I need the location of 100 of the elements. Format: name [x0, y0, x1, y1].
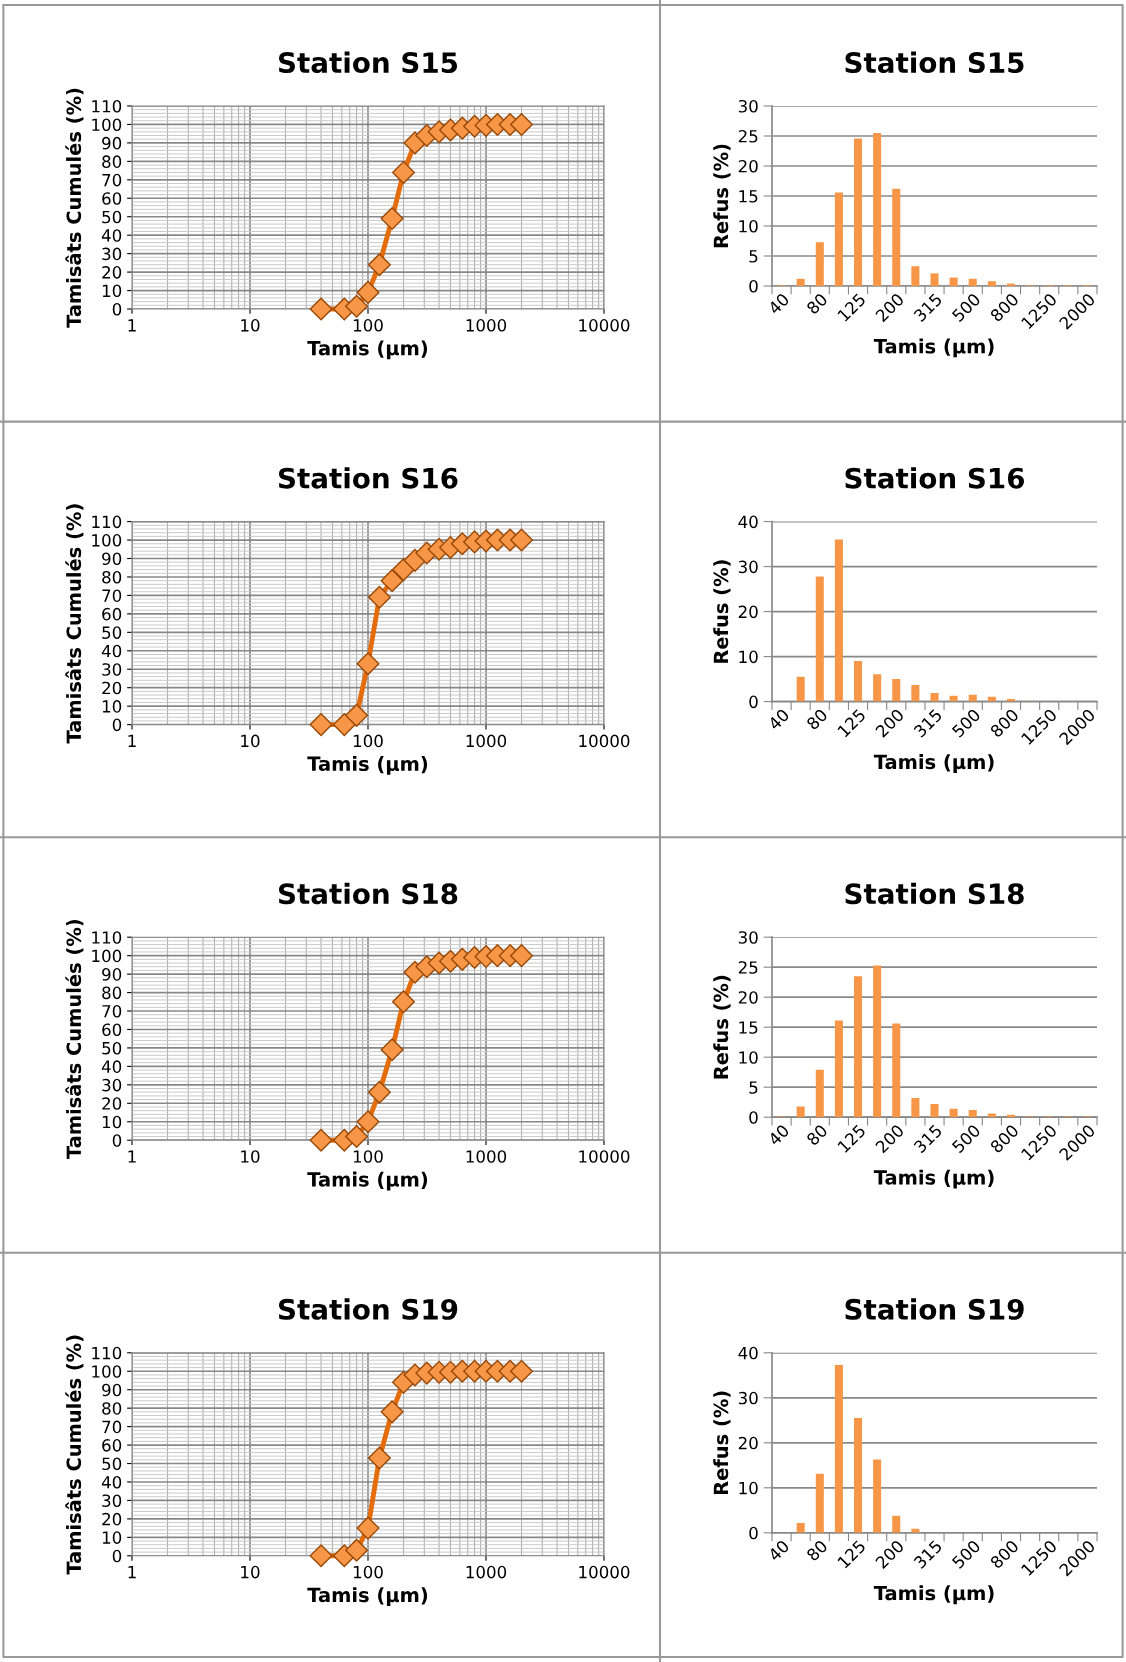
- x-tick-label: 200: [874, 292, 905, 323]
- y-tick-label: 30: [102, 247, 122, 261]
- y-axis-title: Refus (%): [713, 560, 731, 663]
- y-tick-label: 30: [102, 663, 122, 676]
- y-tick-label: 100: [92, 1365, 122, 1378]
- y-tick-label: 10: [739, 650, 758, 664]
- x-axis-title: Tamis (µm): [307, 756, 428, 775]
- y-tick-label: 110: [92, 99, 122, 113]
- y-tick-label: 10: [739, 1481, 758, 1495]
- bar: [873, 965, 882, 1118]
- y-tick-label: 5: [749, 250, 758, 263]
- bar: [949, 1108, 958, 1118]
- y-axis-title: Tamisâts Cumulés (%): [65, 1335, 84, 1575]
- bar: [854, 1418, 863, 1533]
- bar: [911, 266, 920, 286]
- x-tick-label: 1: [128, 1150, 136, 1163]
- x-tick-label: 800: [989, 708, 1020, 738]
- y-tick-label: 20: [102, 1512, 122, 1526]
- bar: [796, 1522, 805, 1533]
- y-tick-label: 30: [738, 931, 758, 944]
- x-tick-label: 315: [913, 1123, 943, 1154]
- bar: [911, 684, 920, 702]
- y-tick-label: 70: [102, 1420, 122, 1434]
- x-tick-label: 125: [837, 292, 867, 322]
- y-tick-label: 30: [738, 560, 758, 574]
- x-tick-label: 125: [837, 708, 867, 738]
- y-tick-label: 0: [112, 1549, 122, 1563]
- y-tick-label: 30: [102, 1494, 122, 1508]
- x-tick-label: 10: [241, 319, 260, 332]
- x-tick-label: 500: [951, 292, 982, 323]
- bar: [854, 661, 863, 702]
- y-tick-label: 100: [92, 949, 122, 963]
- y-tick-label: 25: [738, 129, 758, 143]
- x-axis-title: Tamis (µm): [873, 754, 994, 773]
- x-tick-label: 125: [837, 1539, 867, 1569]
- x-tick-label: 200: [874, 1123, 905, 1154]
- y-tick-label: 30: [738, 99, 758, 113]
- bar: [834, 539, 843, 702]
- x-tick-label: 10: [241, 1150, 260, 1163]
- bar: [815, 1473, 824, 1533]
- chart-title: Station S18: [278, 882, 458, 905]
- x-tick-label: 800: [989, 292, 1020, 323]
- y-tick-label: 80: [102, 155, 122, 168]
- y-tick-label: 0: [749, 695, 758, 709]
- x-tick-label: 1000: [466, 1150, 507, 1163]
- y-tick-label: 60: [102, 1023, 122, 1037]
- x-tick-label: 10000: [579, 1150, 630, 1163]
- bar: [892, 679, 901, 702]
- bar: [796, 676, 805, 702]
- bar: [834, 1364, 843, 1533]
- x-axis-title: Tamis (µm): [873, 1169, 994, 1189]
- x-axis-title: Tamis (µm): [873, 338, 994, 358]
- y-tick-label: 20: [738, 159, 758, 173]
- y-tick-label: 90: [102, 136, 122, 150]
- x-tick-label: 1000: [466, 1565, 507, 1579]
- y-tick-label: 50: [102, 1041, 122, 1055]
- x-axis-title: Tamis (µm): [307, 1587, 428, 1607]
- y-tick-label: 110: [92, 515, 122, 529]
- bar: [949, 277, 958, 286]
- bar: [930, 1104, 939, 1118]
- x-tick-label: 80: [805, 1123, 829, 1147]
- y-tick-label: 5: [749, 1081, 758, 1094]
- y-tick-label: 0: [112, 718, 122, 732]
- y-tick-label: 25: [738, 961, 758, 974]
- y-tick-label: 60: [102, 1439, 122, 1452]
- y-tick-label: 40: [738, 1346, 758, 1360]
- y-tick-label: 20: [102, 1097, 122, 1110]
- y-axis-title: Tamisâts Cumulés (%): [65, 919, 84, 1160]
- y-tick-label: 0: [749, 279, 758, 293]
- y-tick-label: 10: [739, 219, 758, 233]
- y-tick-label: 0: [112, 1134, 122, 1147]
- y-tick-label: 90: [102, 552, 122, 566]
- y-tick-label: 10: [102, 1531, 122, 1544]
- bar: [854, 138, 863, 286]
- x-tick-label: 100: [353, 734, 383, 748]
- bar: [873, 674, 882, 702]
- y-tick-label: 100: [92, 534, 122, 547]
- x-tick-label: 500: [951, 1539, 982, 1570]
- y-tick-label: 110: [92, 1346, 122, 1360]
- chart-title: Station S19: [278, 1298, 458, 1320]
- bar: [987, 281, 996, 286]
- y-tick-label: 20: [102, 681, 122, 695]
- y-tick-label: 70: [102, 173, 122, 187]
- x-tick-label: 500: [951, 708, 982, 738]
- y-tick-label: 90: [102, 1383, 122, 1397]
- x-tick-label: 10000: [579, 1565, 630, 1579]
- x-tick-label: 500: [951, 1123, 982, 1154]
- x-tick-label: 800: [989, 1539, 1020, 1570]
- y-tick-label: 20: [738, 605, 758, 619]
- y-tick-label: 110: [92, 931, 122, 944]
- x-axis-title: Tamis (µm): [307, 1171, 428, 1191]
- y-tick-label: 90: [102, 968, 122, 981]
- chart-title: Station S16: [278, 467, 458, 489]
- y-tick-label: 40: [101, 644, 122, 658]
- x-tick-label: 40: [767, 1123, 790, 1147]
- y-tick-label: 40: [101, 229, 122, 242]
- x-tick-label: 40: [767, 708, 790, 731]
- x-tick-label: 100: [353, 1150, 383, 1163]
- chart-title: Station S18: [845, 882, 1024, 905]
- x-tick-label: 1: [128, 319, 136, 332]
